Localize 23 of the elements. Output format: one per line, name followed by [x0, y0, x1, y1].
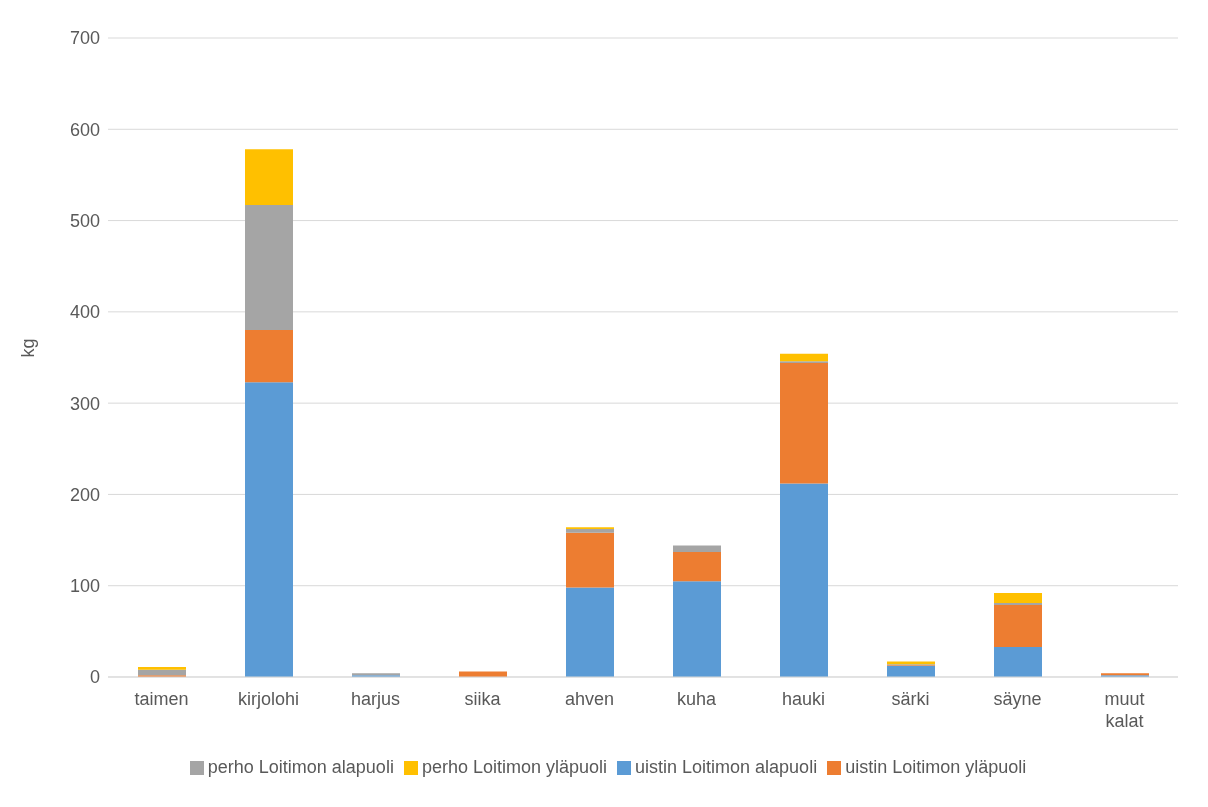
y-tick-label: 100 [69, 576, 100, 597]
x-tick-label: kuha [676, 689, 717, 709]
y-axis-title: kg [18, 338, 39, 358]
y-tick-label: 500 [69, 210, 100, 231]
x-tick-label: ahven [564, 689, 615, 709]
legend-label: perho Loitimon yläpuoli [421, 757, 608, 777]
y-tick-label: 0 [89, 667, 100, 688]
y-tick-label: 200 [69, 484, 100, 505]
x-tick-label: säyne [993, 689, 1042, 709]
y-tick-label: 700 [69, 28, 100, 49]
y-tick-label: 600 [69, 119, 100, 140]
legend-label: uistin Loitimon alapuoli [635, 757, 818, 777]
legend-label: perho Loitimon alapuoli [207, 757, 394, 777]
x-tick-label: muut kalat [1104, 689, 1145, 731]
x-tick-label: särki [891, 689, 930, 709]
y-tick-label: 400 [69, 302, 100, 323]
y-tick-label: 300 [69, 393, 100, 414]
x-tick-label: siika [464, 689, 502, 709]
x-tick-label: taimen [134, 689, 189, 709]
legend-label: uistin Loitimon yläpuoli [845, 757, 1027, 777]
x-tick-label: kirjolohi [237, 689, 300, 709]
x-tick-label: harjus [350, 689, 401, 709]
x-tick-label: hauki [781, 689, 826, 709]
